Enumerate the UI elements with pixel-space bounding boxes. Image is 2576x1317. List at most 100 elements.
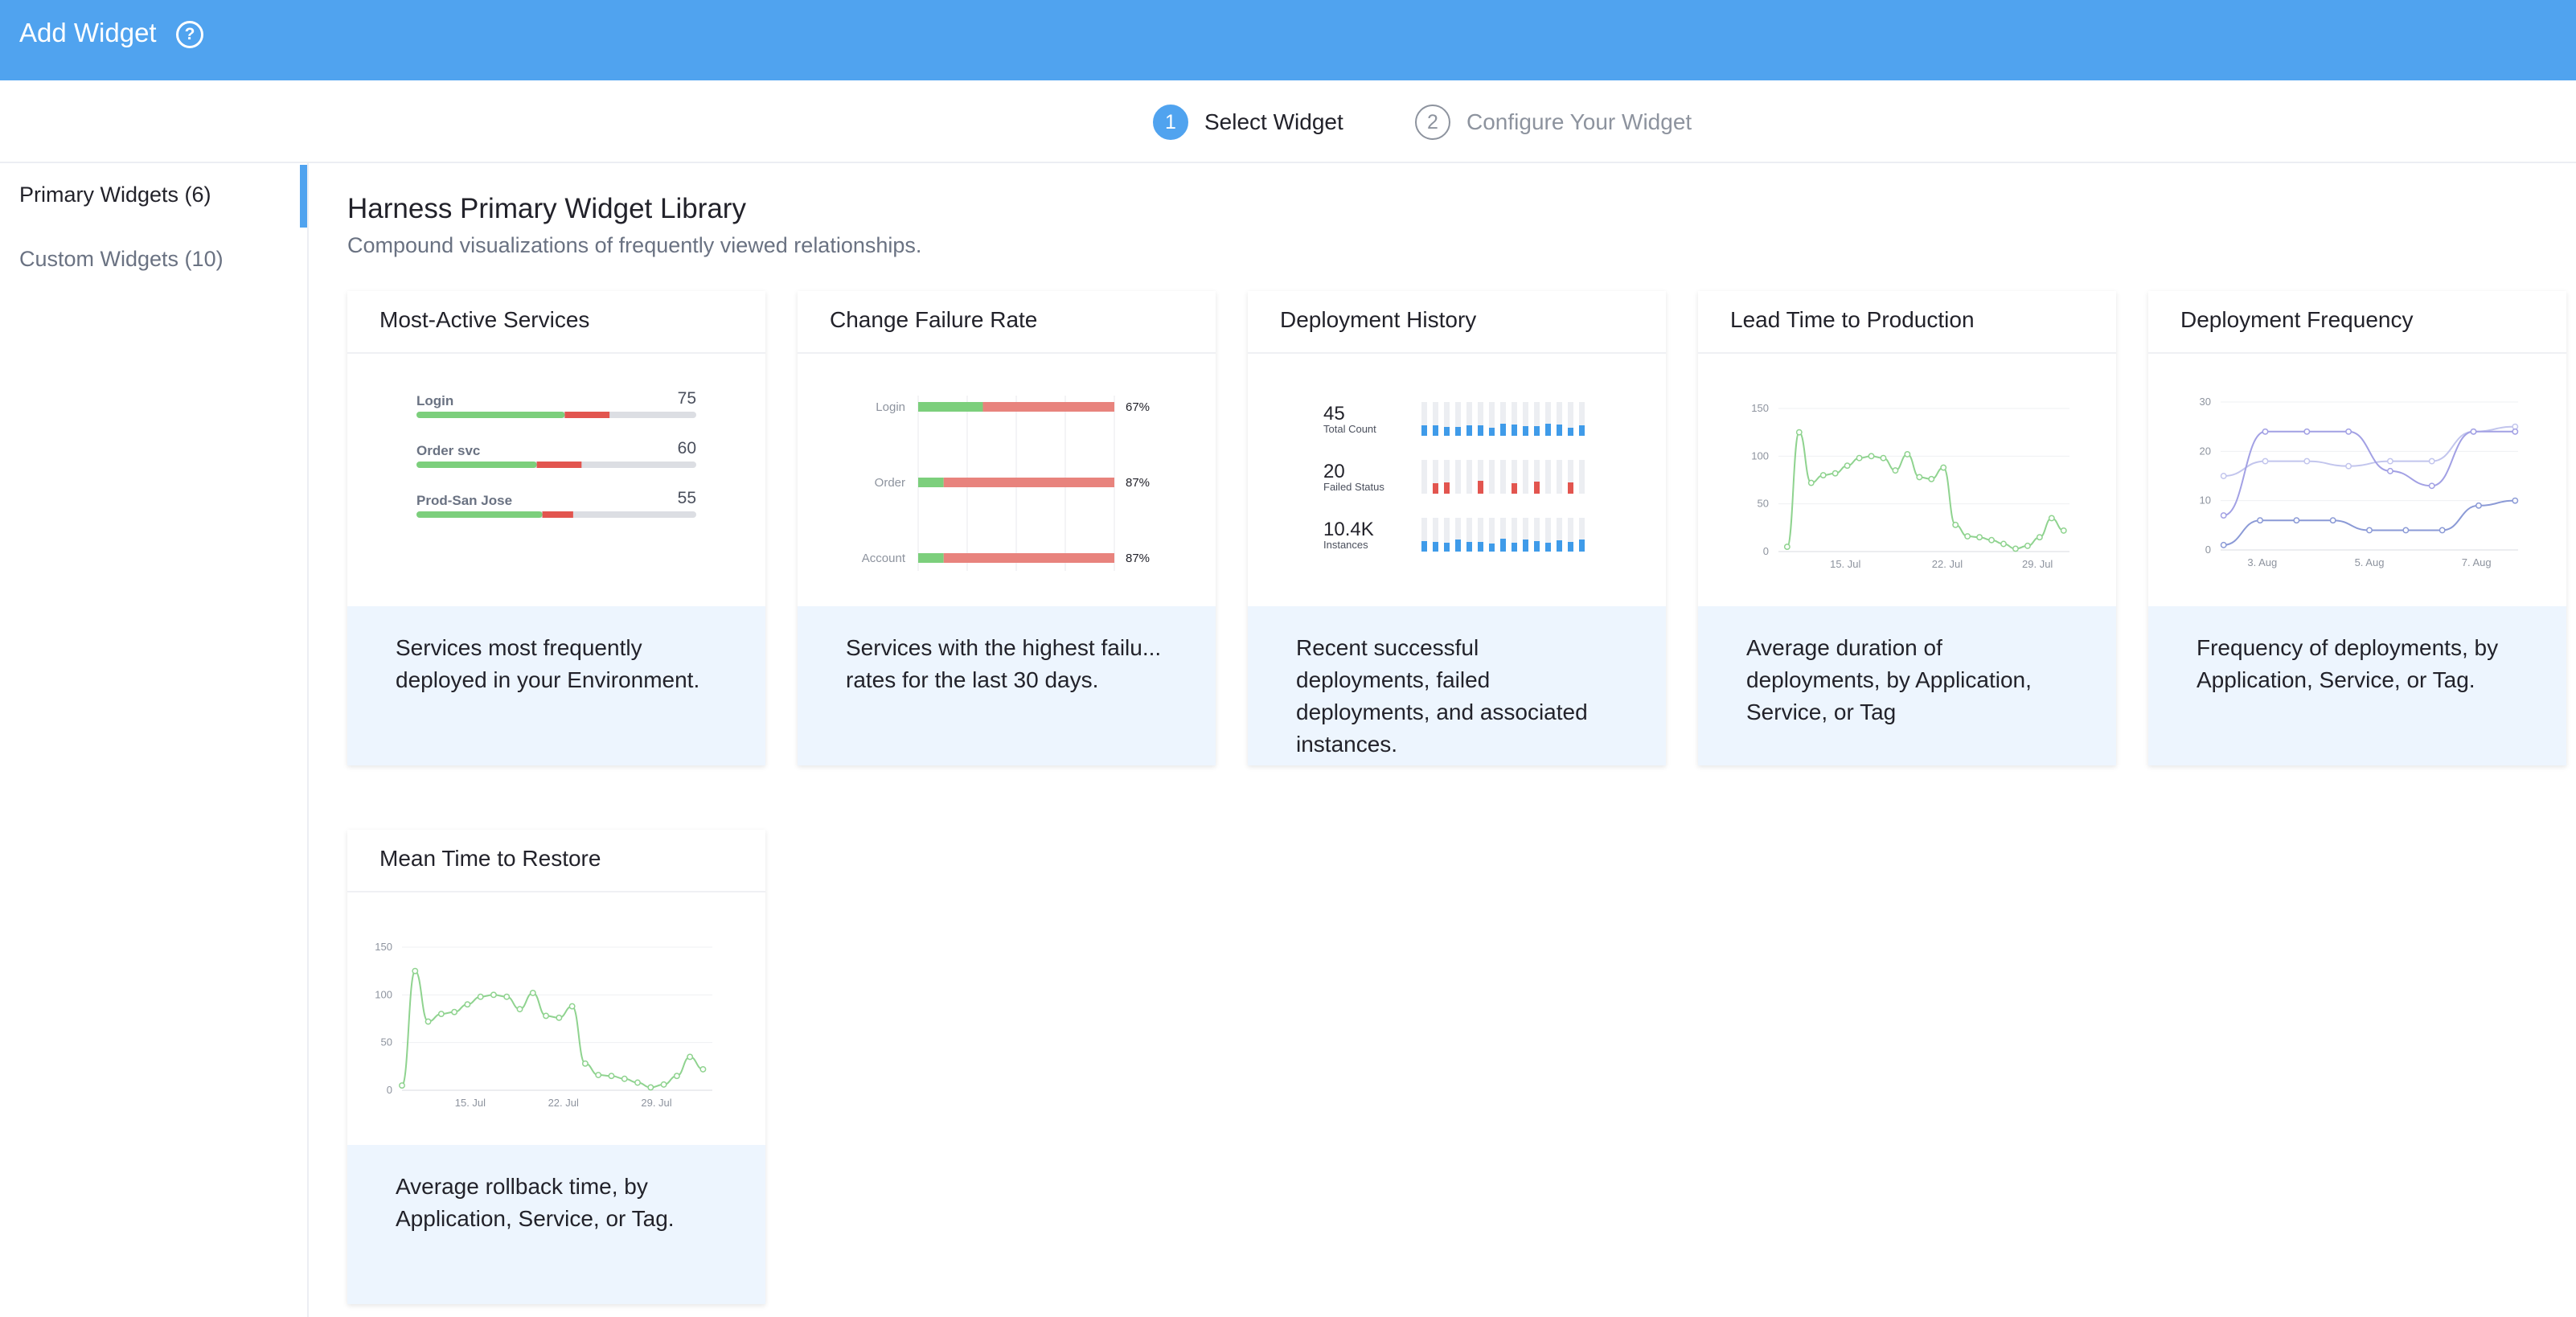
- data-point: [2512, 497, 2519, 504]
- history-bar: [1478, 481, 1483, 494]
- data-point: [1940, 464, 1947, 471]
- history-bar: [1444, 427, 1450, 436]
- data-point: [1880, 454, 1887, 462]
- bar-background: [1466, 460, 1472, 494]
- data-point: [1795, 429, 1803, 436]
- card-description: Average duration of deployments, by Appl…: [1698, 606, 2116, 765]
- data-point: [399, 1082, 405, 1089]
- history-bar: [1444, 543, 1450, 552]
- data-point: [1844, 462, 1851, 470]
- data-point: [543, 1012, 550, 1020]
- bar-background: [1568, 402, 1573, 436]
- history-bar: [1512, 543, 1517, 552]
- history-bar: [1500, 539, 1506, 552]
- y-tick-label: 10: [2200, 494, 2211, 507]
- data-point: [2303, 457, 2311, 465]
- history-bar: [1444, 482, 1450, 494]
- history-bar: [1466, 542, 1472, 552]
- data-point: [1783, 544, 1790, 551]
- data-point: [2293, 517, 2300, 524]
- data-point: [595, 1072, 602, 1078]
- history-bar: [1478, 425, 1483, 436]
- widget-card-change-failure-rate[interactable]: Change Failure Rate Login 67% Order 87% Acco…: [798, 291, 1216, 765]
- data-point: [2048, 515, 2055, 522]
- y-tick-label: 20: [2200, 445, 2211, 457]
- sidebar-item-primary-widgets[interactable]: Primary Widgets (6): [19, 183, 211, 207]
- bar-background: [1478, 518, 1483, 552]
- bar-success: [416, 511, 543, 518]
- x-tick-label: 29. Jul: [2022, 558, 2053, 570]
- bar-background: [1545, 518, 1551, 552]
- service-count: 60: [678, 439, 696, 457]
- bar-background: [1512, 402, 1517, 436]
- data-point: [2345, 428, 2352, 435]
- data-point: [568, 1003, 576, 1010]
- card-title: Deployment History: [1248, 291, 1666, 354]
- step-number: 2: [1415, 105, 1450, 140]
- card-title: Change Failure Rate: [798, 291, 1216, 354]
- widget-card-deployment-frequency[interactable]: Deployment Frequency 30 20 10 0 3. Aug 5. Aug…: [2148, 291, 2566, 765]
- data-point: [412, 967, 419, 974]
- data-point: [2386, 467, 2393, 474]
- bar-background: [1489, 402, 1495, 436]
- history-bar: [1545, 424, 1551, 436]
- metric-label: Instances: [1323, 539, 1368, 551]
- data-point: [1856, 454, 1863, 462]
- widget-card-lead-time-to-production[interactable]: Lead Time to Production 150 100 50 0 15. Jul…: [1698, 291, 2116, 765]
- widget-card-deployment-history[interactable]: Deployment History 45 Total Count 20 Failed…: [1248, 291, 1666, 765]
- bar-background: [1579, 460, 1585, 494]
- bar-background: [1534, 460, 1540, 494]
- data-point: [477, 993, 484, 1000]
- bar-background: [1500, 460, 1506, 494]
- bar-success: [918, 478, 944, 487]
- bar-background: [1455, 402, 1461, 436]
- data-point: [1988, 536, 1995, 544]
- data-point: [1928, 475, 1935, 482]
- data-point: [2262, 457, 2269, 465]
- bar-failure: [564, 412, 610, 418]
- history-bar: [1433, 483, 1438, 494]
- data-point: [2220, 512, 2227, 519]
- data-point: [1976, 534, 1983, 541]
- y-tick-label: 50: [381, 1036, 392, 1048]
- widget-card-most-active-services[interactable]: Most-Active Services Login 75 Order svc 60 P…: [347, 291, 765, 765]
- data-point: [2036, 534, 2043, 541]
- data-point: [2470, 428, 2477, 435]
- active-indicator: [300, 165, 307, 228]
- bar-background: [1545, 460, 1551, 494]
- history-bar: [1579, 425, 1585, 436]
- data-point: [1892, 467, 1899, 474]
- bar-background: [1433, 518, 1438, 552]
- history-bar: [1534, 426, 1540, 436]
- data-point: [529, 990, 536, 996]
- data-point: [1964, 533, 1971, 540]
- step-configure-widget[interactable]: 2 Configure Your Widget: [1415, 105, 1692, 140]
- data-point: [621, 1075, 628, 1082]
- bar-background: [1534, 402, 1540, 436]
- sidebar-item-custom-widgets[interactable]: Custom Widgets (10): [19, 247, 224, 271]
- history-bar: [1500, 424, 1506, 436]
- bar-background: [1579, 402, 1585, 436]
- data-point: [1832, 470, 1839, 477]
- step-number: 1: [1153, 105, 1188, 140]
- header-bar: Add Widget ?: [0, 0, 2576, 80]
- data-point: [1952, 521, 1959, 528]
- x-tick-label: 22. Jul: [1932, 558, 1963, 570]
- history-bar: [1568, 542, 1573, 552]
- widget-card-mean-time-to-restore[interactable]: Mean Time to Restore 150 100 50 0 15. Jul 22.…: [347, 830, 765, 1304]
- history-bar: [1466, 425, 1472, 436]
- x-tick-label: 15. Jul: [1830, 558, 1860, 570]
- history-bar: [1534, 482, 1540, 494]
- data-point: [647, 1084, 654, 1091]
- bar-background: [1523, 460, 1528, 494]
- card-description: Frequency of deployments, by Application…: [2148, 606, 2566, 765]
- metric-label: Total Count: [1323, 423, 1376, 435]
- card-title: Mean Time to Restore: [347, 830, 765, 892]
- data-point: [673, 1073, 680, 1080]
- bar-background: [1478, 402, 1483, 436]
- step-select-widget[interactable]: 1 Select Widget: [1153, 105, 1343, 140]
- bar-background: [1512, 460, 1517, 494]
- card-title: Lead Time to Production: [1698, 291, 2116, 354]
- bar-success: [918, 402, 983, 412]
- help-circle-icon[interactable]: ?: [176, 21, 203, 48]
